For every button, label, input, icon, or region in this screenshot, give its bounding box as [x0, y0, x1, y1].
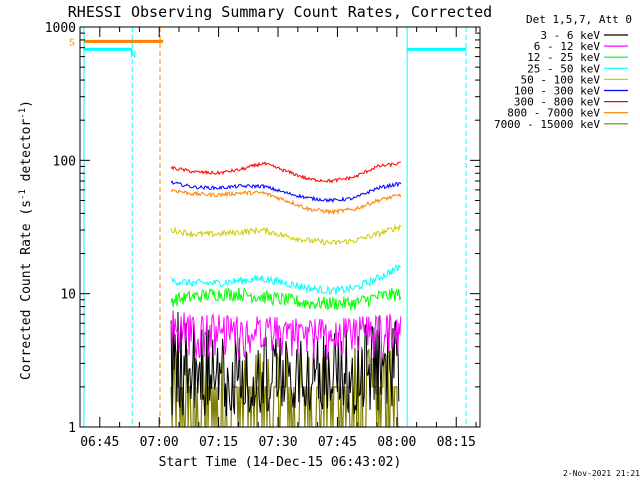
saa-flag-label: S: [69, 37, 75, 48]
y-axis: 1 10 100 1000: [45, 21, 480, 436]
plot-frame: [79, 26, 481, 428]
x-tick-label: 08:00: [377, 435, 416, 450]
legend-label: 3 - 6 keV: [540, 29, 600, 42]
x-tick-label: 07:45: [318, 435, 357, 450]
footer-date: 2-Nov-2021 21:21: [563, 469, 640, 478]
annotation-layer: SN: [69, 27, 467, 427]
x-tick-label: 08:15: [437, 435, 476, 450]
x-tick-label: 06:45: [80, 435, 119, 450]
series-line: [170, 311, 400, 417]
series-line: [170, 286, 402, 311]
x-tick-label: 07:30: [258, 435, 297, 450]
legend-label: 7000 - 15000 keV: [494, 118, 600, 131]
series-line: [170, 264, 402, 296]
series-line: [170, 310, 402, 360]
y-axis-label-part2: detector: [19, 119, 34, 190]
night-flag-label: N: [130, 49, 136, 60]
legend-label: 6 - 12 keV: [534, 40, 601, 53]
legend-label: 100 - 300 keV: [514, 85, 600, 98]
x-axis-label: Start Time (14-Dec-15 06:43:02): [159, 455, 402, 470]
x-tick-label: 07:00: [140, 435, 179, 450]
y-tick-label: 100: [53, 154, 76, 169]
series-line: [170, 188, 402, 216]
legend-label: 50 - 100 keV: [521, 73, 601, 86]
y-axis-label-sup1: -1: [18, 189, 28, 200]
y-axis-label: Corrected Count Rate (s-1 detector-1): [18, 100, 34, 380]
legend-header: Det 1,5,7, Att 0: [526, 13, 632, 26]
series-line: [170, 224, 402, 246]
y-tick-label: 1: [68, 421, 76, 436]
y-axis-label-part3: ): [19, 100, 34, 108]
series-line: [170, 180, 402, 204]
legend-label: 300 - 800 keV: [514, 96, 600, 109]
series-layer: [170, 161, 402, 428]
y-axis-label-part1: Corrected Count Rate (s: [19, 200, 34, 380]
x-tick-label: 07:15: [199, 435, 238, 450]
series-line: [170, 161, 401, 184]
y-tick-label: 10: [60, 288, 76, 303]
x-axis: 06:45 07:00 07:15 07:30 07:45 08:00 08:15: [79, 27, 477, 450]
legend-label: 12 - 25 keV: [527, 51, 600, 64]
y-tick-label: 1000: [45, 21, 76, 36]
legend-label: 25 - 50 keV: [527, 62, 600, 75]
y-axis-label-sup2: -1: [18, 108, 28, 119]
legend-label: 800 - 7000 keV: [507, 107, 600, 120]
chart-title: RHESSI Observing Summary Count Rates, Co…: [68, 3, 492, 21]
